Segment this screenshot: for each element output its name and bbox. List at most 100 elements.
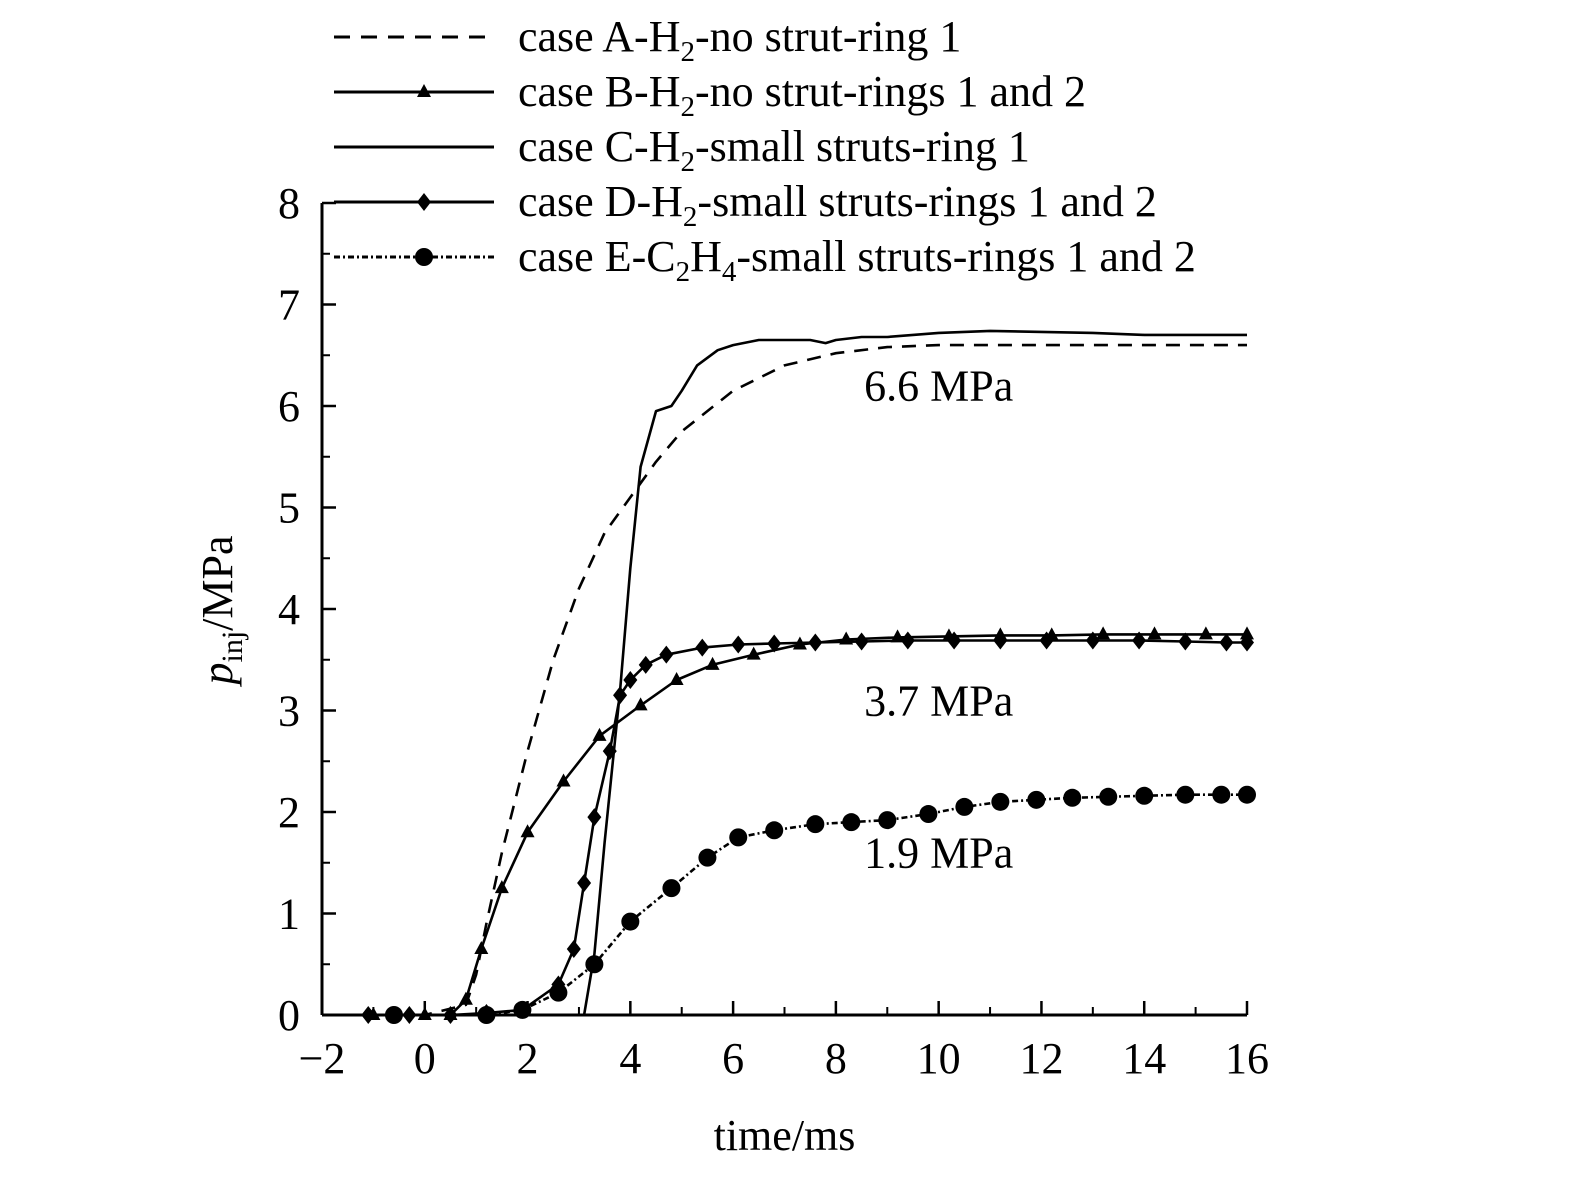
y-tick-label: 1 [278,890,300,939]
data-point [623,671,638,690]
data-point [1027,790,1046,809]
data-point [842,813,861,832]
data-point [585,955,604,974]
legend-entry: case D-H2-small struts-rings 1 and 2 [334,177,1157,233]
legend-marker [415,248,433,266]
data-point [698,848,717,867]
data-point [806,815,825,834]
y-tick-label: 2 [278,788,300,837]
data-point [494,880,509,894]
data-point [1099,787,1118,806]
data-point [1039,631,1054,650]
data-point [955,797,974,816]
value-annotation: 3.7 MPa [864,676,1013,725]
data-point [1240,633,1254,652]
data-point [993,631,1008,650]
annotations: 6.6 MPa 3.7 MPa 1.9 MPa [864,362,1013,878]
legend-label: case B-H2-no strut-rings 1 and 2 [518,67,1086,123]
legend-entry: case E-C2H4-small struts-rings 1 and 2 [334,232,1196,288]
data-point [1176,785,1195,804]
data-point [513,1000,532,1019]
data-point [890,629,905,643]
legend-entry: case A-H2-no strut-ring 1 [334,12,961,68]
legend-label: case D-H2-small struts-rings 1 and 2 [518,177,1157,233]
legend-label: case E-C2H4-small struts-rings 1 and 2 [518,232,1196,288]
legend-label: case C-H2-small struts-ring 1 [518,122,1030,178]
data-point [477,1006,496,1024]
y-axis-label: pinj/MPa [193,535,249,687]
series-4 [322,631,1254,1024]
data-point [566,940,581,959]
data-point [659,645,674,664]
data-point [1212,785,1231,804]
y-tick-label: 0 [278,991,300,1040]
data-point [919,805,938,824]
x-tick-label: 10 [917,1034,961,1083]
data-point [633,697,648,711]
y-tick-label: 8 [278,179,300,228]
legend-marker [417,193,431,211]
data-point [384,1006,403,1024]
data-point [765,821,784,840]
data-point [854,632,869,651]
data-point [587,808,602,827]
data-point [613,686,628,705]
data-point [900,631,915,650]
x-tick-label: 6 [722,1034,744,1083]
data-point [1135,786,1154,805]
series-line [322,329,1247,1017]
series-1 [322,343,1247,1017]
legend-entry: case C-H2-small struts-ring 1 [334,122,1030,178]
data-point [669,672,684,686]
data-point [1238,785,1256,804]
y-tick-label: 3 [278,687,300,736]
data-point [458,991,473,1005]
data-point [1147,626,1162,640]
data-point [695,638,710,657]
data-point [662,879,681,898]
data-point [417,1007,432,1020]
data-point [705,656,720,670]
value-annotation: 6.6 MPa [864,362,1013,411]
data-point [577,874,592,893]
legend-entry: case B-H2-no strut-rings 1 and 2 [334,67,1086,123]
y-tick-label: 6 [278,382,300,431]
series-line [322,633,1247,1017]
data-point [746,646,761,660]
y-tick-label: 7 [278,281,300,330]
data-point [621,912,640,931]
series-line [322,343,1247,1017]
data-point [767,634,782,653]
data-point [729,828,748,847]
data-point [556,773,571,787]
data-point [549,983,568,1002]
series-5 [322,785,1256,1024]
data-point [1132,631,1147,650]
data-point [1219,633,1234,652]
series-2 [322,626,1254,1020]
x-tick-label: 2 [517,1034,539,1083]
series-line [322,793,1247,1017]
data-point [1198,626,1213,640]
x-tick-label: −2 [299,1034,346,1083]
data-point [1240,626,1254,640]
x-tick-label: 4 [619,1034,641,1083]
legend-label: case A-H2-no strut-ring 1 [518,12,961,68]
x-tick-label: 14 [1122,1034,1166,1083]
legend-marker [417,84,431,97]
series-line [322,639,1247,1017]
data-point [474,941,489,955]
data-point [947,631,962,650]
x-tick-label: 0 [414,1034,436,1083]
plot-series [322,329,1256,1024]
data-point [638,655,653,674]
x-axis-label: time/ms [714,1111,856,1160]
data-point [878,811,897,830]
y-tick-label: 4 [278,585,300,634]
value-annotation: 1.9 MPa [864,829,1013,878]
x-tick-label: 16 [1225,1034,1269,1083]
data-point [592,727,607,741]
